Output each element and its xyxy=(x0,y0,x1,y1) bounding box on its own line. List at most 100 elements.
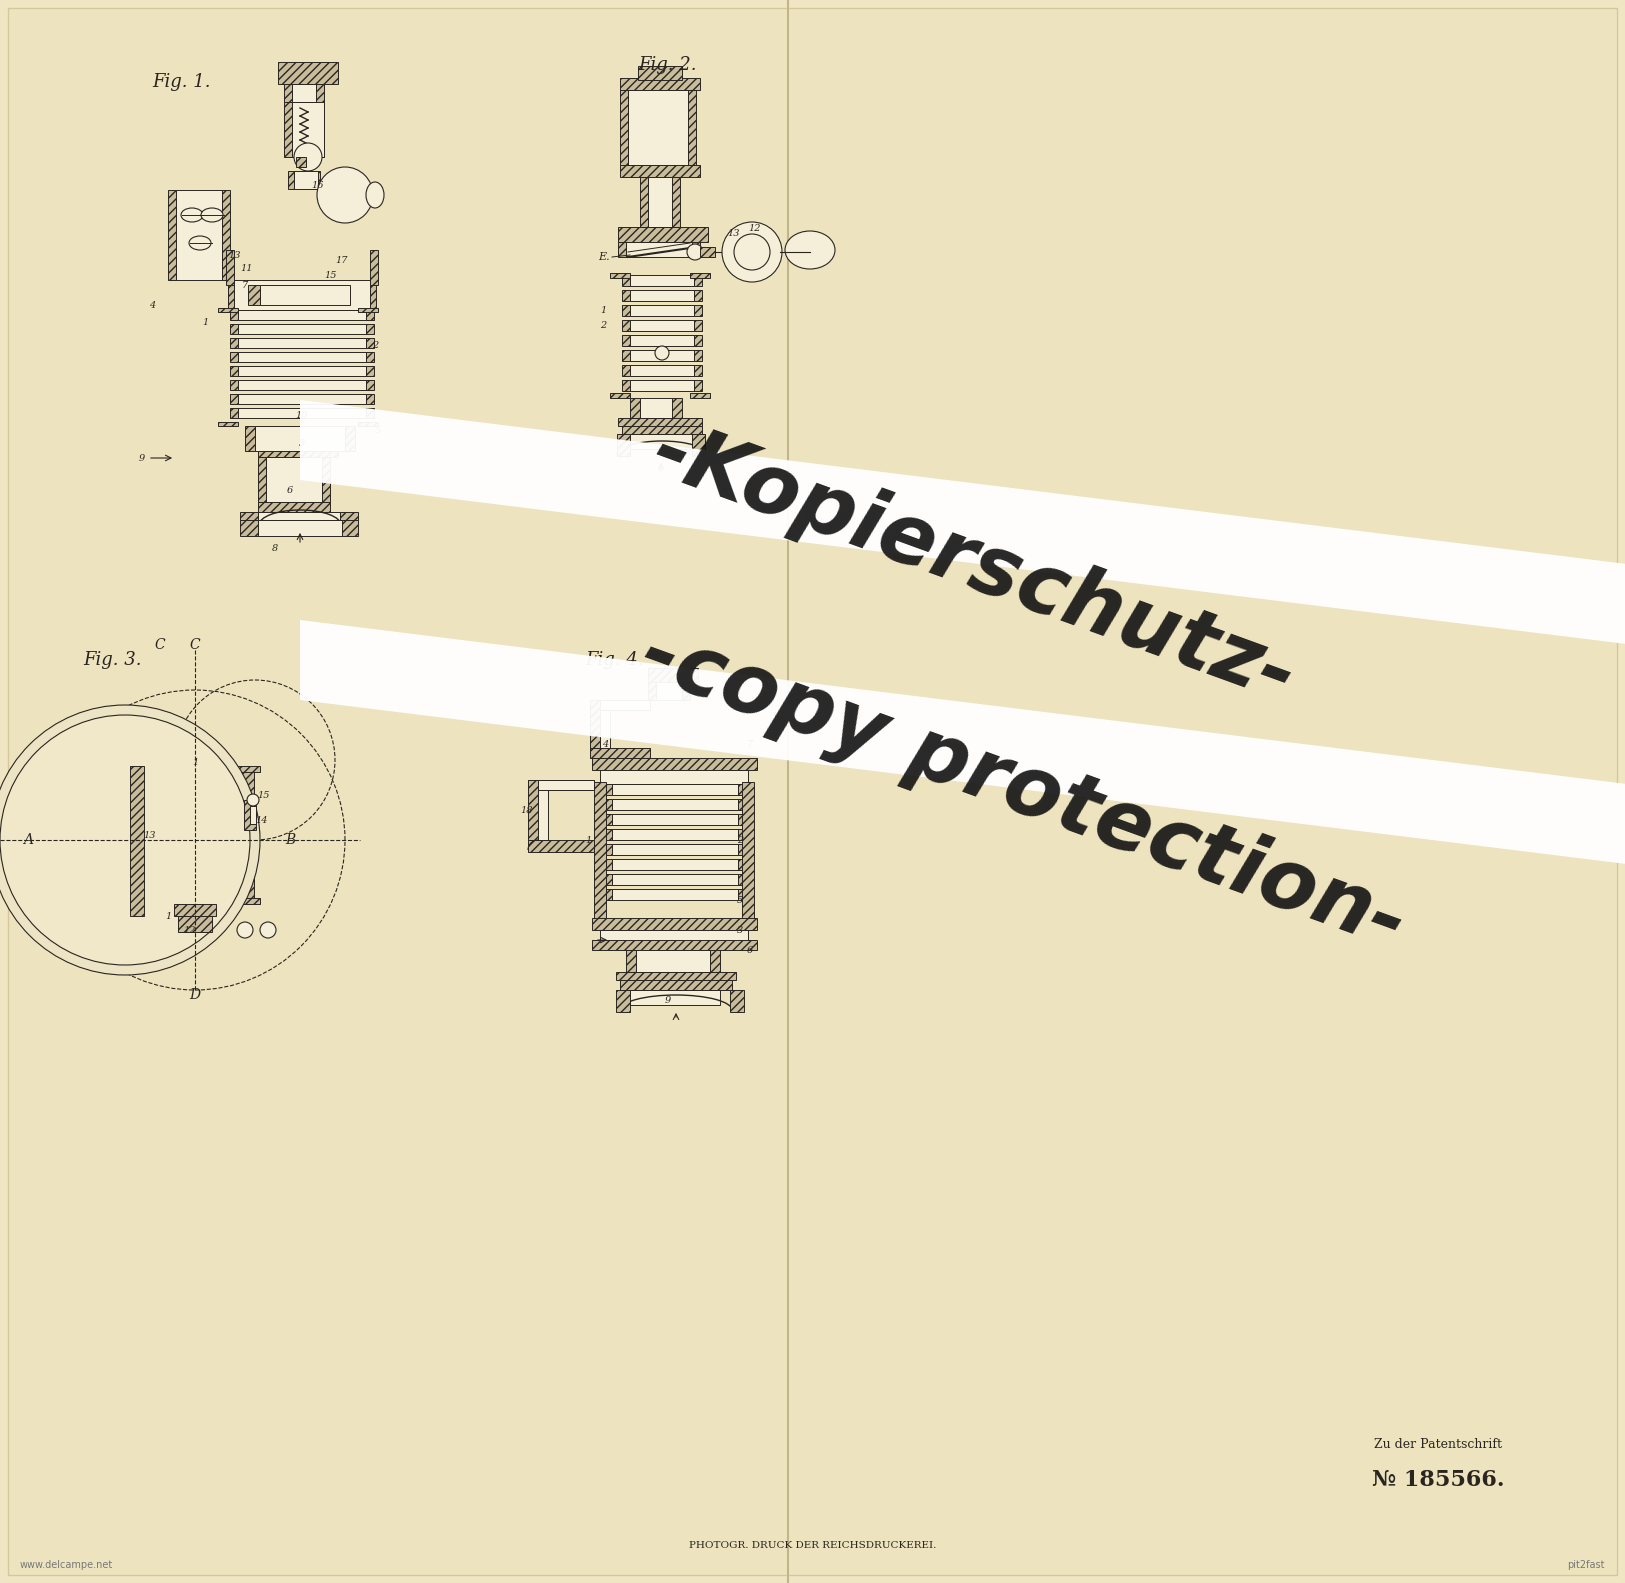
Bar xyxy=(130,769,145,901)
Bar xyxy=(687,90,696,165)
Bar xyxy=(618,242,626,256)
Bar xyxy=(738,799,746,810)
Ellipse shape xyxy=(188,236,211,250)
Bar xyxy=(237,366,366,377)
Ellipse shape xyxy=(366,182,384,207)
Text: 6: 6 xyxy=(748,945,752,955)
Bar xyxy=(622,336,630,347)
Text: 5: 5 xyxy=(375,426,382,434)
Text: 5: 5 xyxy=(736,896,743,904)
Bar xyxy=(315,101,323,157)
Bar xyxy=(609,272,630,279)
Bar xyxy=(538,790,548,841)
Text: A: A xyxy=(23,833,32,847)
Bar xyxy=(627,90,692,165)
Bar xyxy=(700,247,715,256)
Text: C: C xyxy=(154,638,166,652)
Bar xyxy=(691,393,710,397)
Circle shape xyxy=(687,244,704,260)
Bar xyxy=(613,784,738,795)
Bar xyxy=(604,860,613,871)
Bar xyxy=(694,320,702,331)
Bar xyxy=(176,190,223,280)
Bar xyxy=(366,351,374,363)
Bar xyxy=(278,62,338,84)
Bar xyxy=(296,157,306,166)
Text: B: B xyxy=(284,833,296,847)
Bar xyxy=(234,280,370,310)
Bar xyxy=(258,519,341,537)
Bar xyxy=(240,511,258,519)
Bar xyxy=(622,275,630,287)
Bar xyxy=(656,682,691,700)
Bar xyxy=(284,84,292,101)
Bar xyxy=(673,177,679,226)
Bar xyxy=(630,275,694,287)
Text: 13: 13 xyxy=(229,250,240,260)
Text: 15: 15 xyxy=(325,271,338,280)
Bar xyxy=(622,290,630,301)
Text: 1: 1 xyxy=(202,318,208,326)
Bar xyxy=(344,426,354,451)
Bar xyxy=(738,829,746,841)
Bar xyxy=(621,165,700,177)
Bar xyxy=(240,519,258,537)
Text: № 185566.: № 185566. xyxy=(1372,1469,1505,1491)
Text: pit2fast: pit2fast xyxy=(1568,1559,1606,1570)
Bar xyxy=(613,814,738,825)
Bar xyxy=(626,950,635,972)
Bar xyxy=(370,280,375,310)
Circle shape xyxy=(188,807,202,822)
Text: 6: 6 xyxy=(288,486,292,494)
Bar xyxy=(694,380,702,391)
Bar xyxy=(231,394,237,404)
Text: 8: 8 xyxy=(271,543,278,552)
Text: E.: E. xyxy=(598,252,609,263)
Bar xyxy=(635,950,710,972)
Text: 1: 1 xyxy=(164,912,171,920)
Bar xyxy=(244,799,257,829)
Text: 12: 12 xyxy=(184,926,197,934)
Bar xyxy=(630,350,694,361)
Bar xyxy=(691,272,710,279)
Bar xyxy=(738,844,746,855)
Bar xyxy=(130,766,260,773)
Bar xyxy=(145,769,240,901)
Bar xyxy=(592,918,757,929)
Bar xyxy=(237,408,366,418)
Bar xyxy=(600,929,748,942)
Bar xyxy=(322,457,330,502)
Text: 2: 2 xyxy=(736,836,743,844)
Bar xyxy=(673,397,682,418)
Bar xyxy=(366,394,374,404)
Bar xyxy=(630,336,694,347)
Bar xyxy=(237,325,366,334)
Bar xyxy=(604,799,613,810)
Circle shape xyxy=(247,795,258,806)
Bar xyxy=(622,306,630,317)
Bar xyxy=(237,380,366,389)
Bar xyxy=(226,250,234,285)
Bar xyxy=(613,890,738,901)
Text: Fig. 4.: Fig. 4. xyxy=(585,651,644,670)
Bar xyxy=(600,769,748,784)
Bar xyxy=(618,226,708,242)
Bar xyxy=(648,668,699,682)
Bar xyxy=(266,457,330,502)
Bar xyxy=(738,860,746,871)
Bar xyxy=(237,351,366,363)
Circle shape xyxy=(734,234,770,271)
Bar xyxy=(228,280,234,310)
Bar xyxy=(237,394,366,404)
Bar xyxy=(292,101,323,157)
Bar xyxy=(284,101,292,157)
Bar xyxy=(255,426,344,451)
Bar xyxy=(616,989,630,1012)
Bar xyxy=(622,426,702,434)
Bar xyxy=(260,285,349,306)
Bar xyxy=(184,803,206,828)
Bar xyxy=(592,940,757,950)
Bar xyxy=(694,336,702,347)
Bar xyxy=(250,806,257,825)
Bar xyxy=(640,397,673,418)
